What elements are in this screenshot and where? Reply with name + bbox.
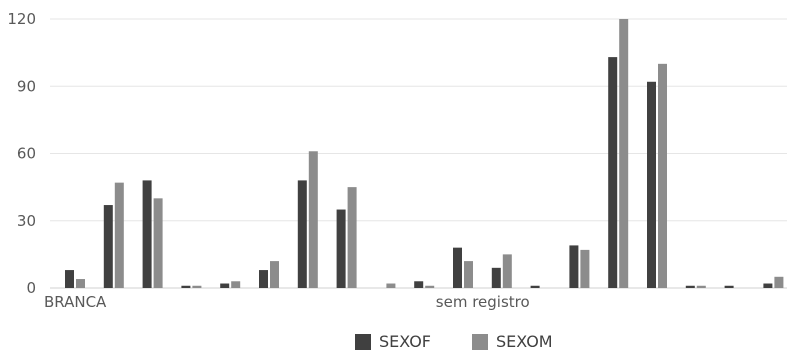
bar-sexom [270, 261, 279, 288]
legend-label-sexom: SEXOM [496, 332, 553, 351]
bar-sexom [696, 285, 706, 288]
bar-sexof [414, 281, 424, 288]
bar-sexof [685, 285, 695, 288]
bar-sexom [153, 198, 163, 288]
bar-sexof [103, 205, 113, 288]
bar-sexof [724, 285, 734, 288]
bar-sexof [142, 180, 152, 288]
bar-sexof [297, 180, 307, 288]
legend: SEXOF SEXOM [0, 332, 787, 354]
bar-sexof [647, 81, 656, 289]
bar-sexof [220, 283, 230, 288]
y-tick-label: 0 [26, 279, 36, 297]
bar-sexom [619, 19, 629, 288]
bar-sexom [658, 63, 667, 289]
legend-label-sexof: SEXOF [379, 332, 431, 351]
bar-sexom [192, 285, 202, 288]
bar-sexof [181, 285, 191, 288]
legend-swatch-sexof [355, 333, 371, 350]
legend-item-sexof: SEXOF [355, 332, 431, 351]
bar-sexof [530, 285, 540, 288]
bar-sexom [76, 279, 85, 288]
bar-sexof [336, 209, 346, 288]
x-axis-labels: BRANCA sem registro [44, 293, 530, 311]
bar-sexof [491, 267, 501, 288]
bar-sexof [763, 283, 773, 288]
bar-sexom [347, 187, 357, 288]
bar-sexom [386, 283, 396, 288]
bar-sexom [425, 285, 435, 288]
y-tick-label: 30 [17, 212, 36, 230]
bar-sexom [308, 151, 318, 288]
bar-sexom [464, 261, 473, 288]
y-tick-label: 60 [17, 145, 36, 163]
legend-item-sexom: SEXOM [472, 332, 553, 351]
y-tick-label: 120 [7, 10, 36, 28]
x-category-label: BRANCA [44, 293, 107, 311]
bar-sexof [259, 270, 268, 288]
bar-chart: 0 30 60 90 120 BRANCA sem registro [7, 10, 787, 311]
bar-sexof [65, 270, 74, 288]
bar-sexom [231, 281, 241, 288]
bar-sexom [580, 249, 590, 288]
y-axis-ticks: 0 30 60 90 120 [7, 10, 36, 297]
legend-swatch-sexom [472, 333, 488, 350]
bar-sexom [774, 276, 784, 288]
bar-sexof [569, 245, 579, 288]
bars [65, 19, 784, 289]
y-tick-label: 90 [17, 77, 36, 95]
bar-sexom [502, 254, 512, 288]
bar-sexom [114, 182, 124, 288]
bar-sexof [453, 247, 462, 288]
bar-sexof [608, 57, 618, 288]
x-category-label: sem registro [436, 293, 530, 311]
